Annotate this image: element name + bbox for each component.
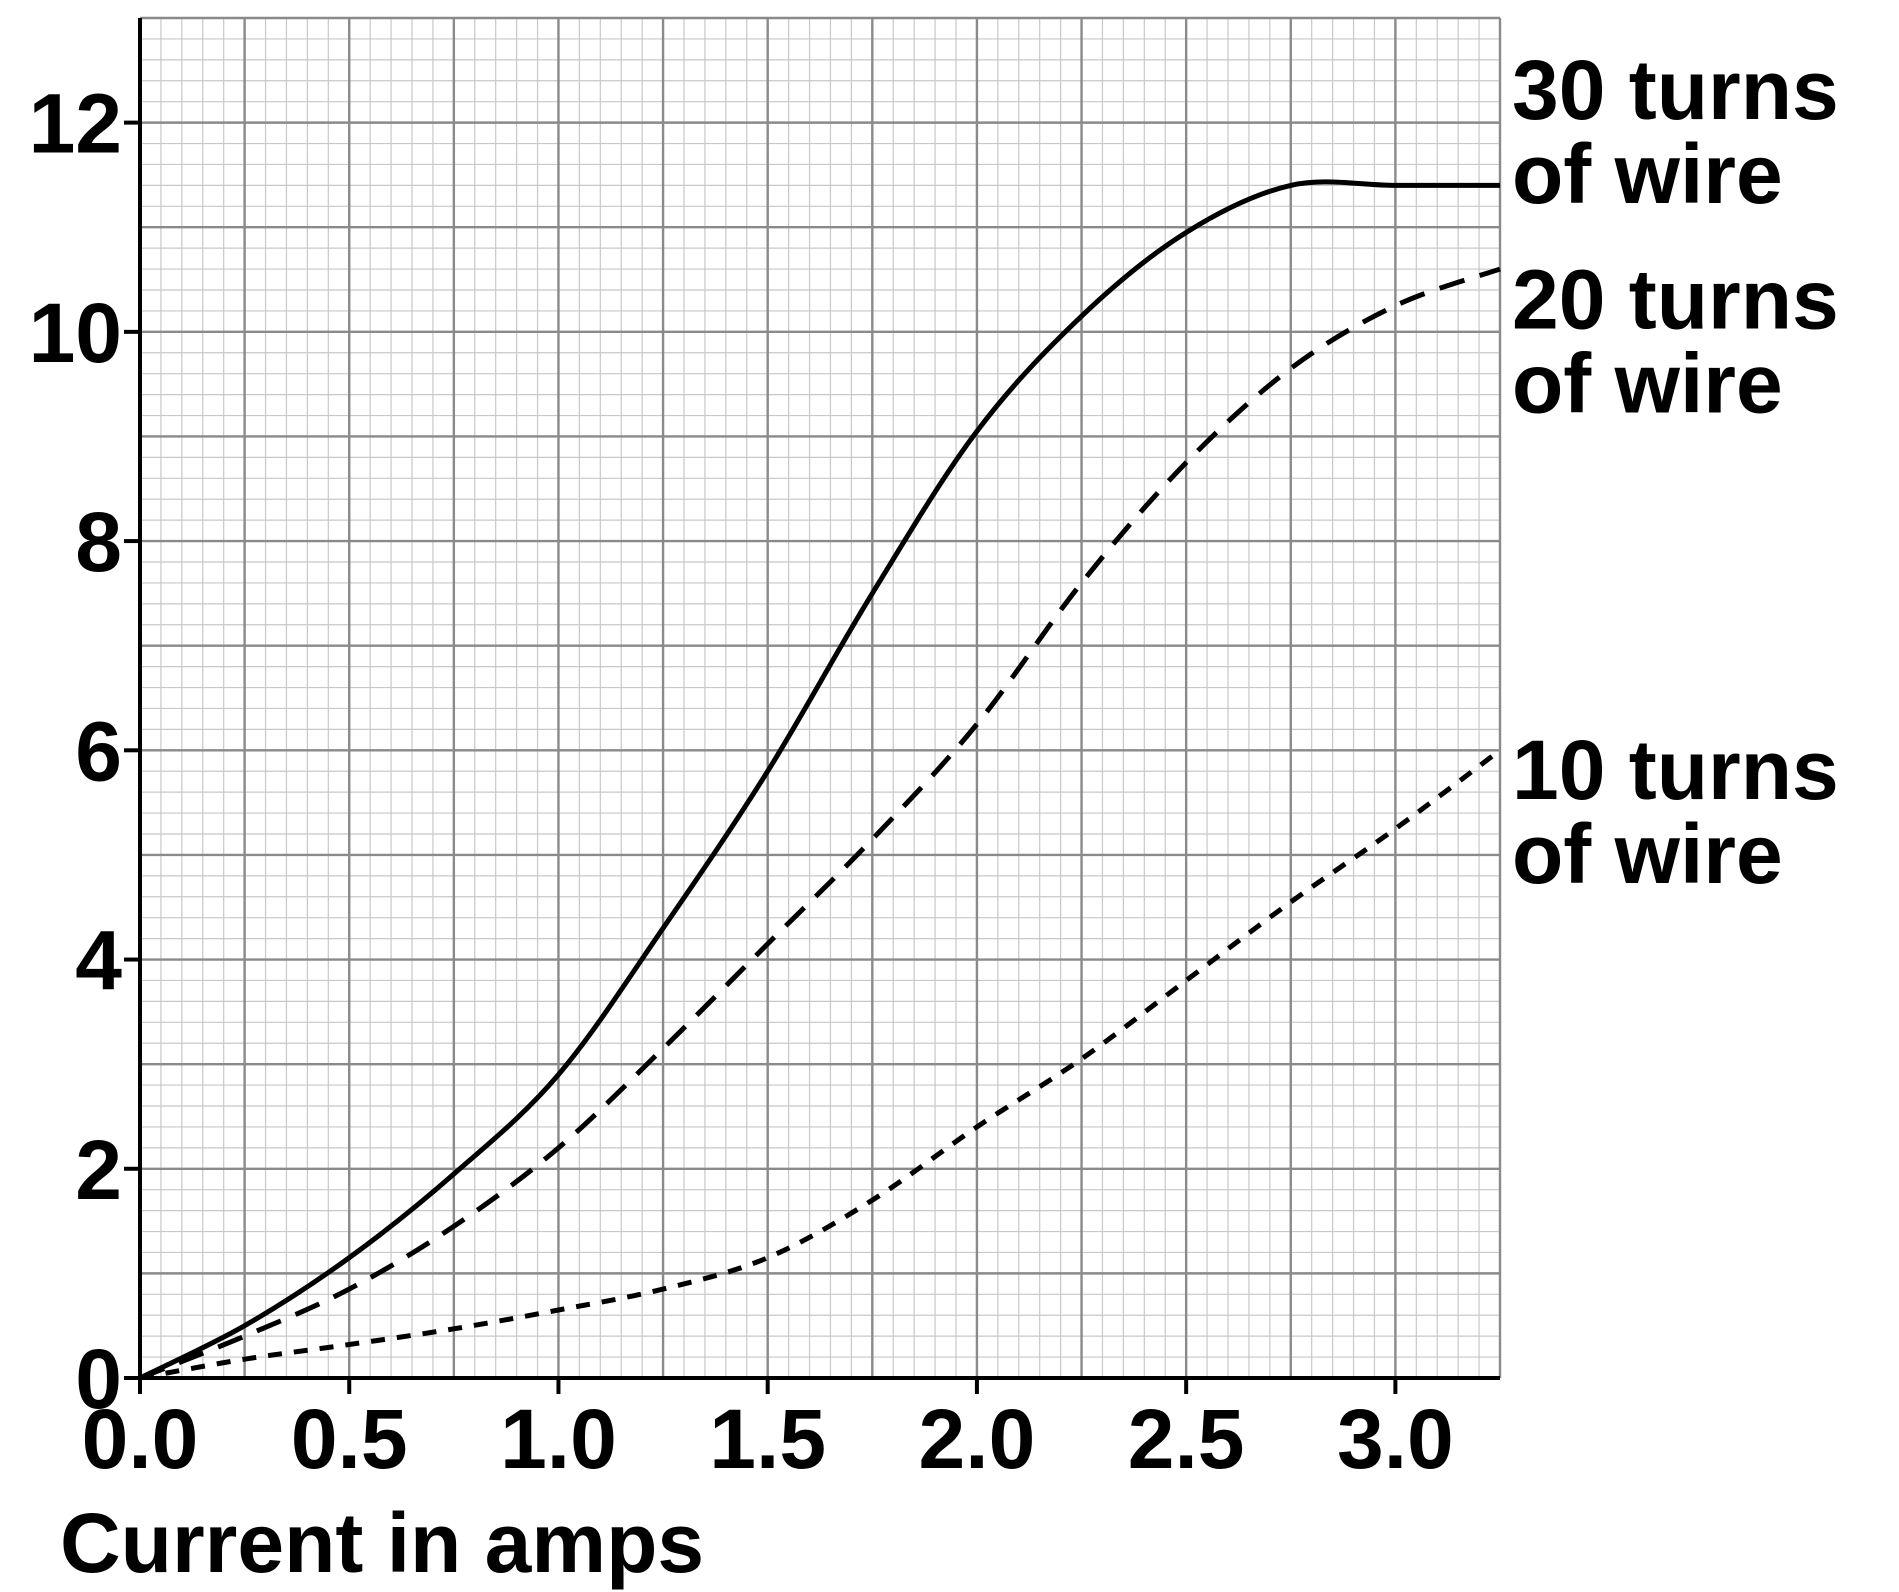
major-grid (138, 16, 1502, 1380)
x-tick-label: 2.5 (1128, 1392, 1245, 1486)
y-tick-label: 4 (75, 914, 122, 1008)
series-label-line1: 30 turns (1512, 43, 1839, 137)
y-tick-label: 10 (29, 286, 122, 380)
minor-grid (139, 17, 1501, 1379)
x-tick-label: 1.5 (709, 1392, 826, 1486)
series-line-2 (139, 266, 1501, 1381)
x-tick-labels: 0.0 0.5 1.0 1.5 2.0 2.5 3.0 (82, 1392, 1454, 1486)
series-lines (138, 179, 1502, 1381)
series-label-line2: of wire (1512, 336, 1783, 430)
series-label-line1: 10 turns (1512, 723, 1839, 817)
y-tick-label: 0 (75, 1332, 122, 1426)
y-tick-label: 6 (75, 704, 122, 798)
series-line-1 (138, 179, 1500, 1381)
y-tick-label: 12 (29, 77, 122, 171)
axes (124, 18, 1500, 1394)
series-label-line2: of wire (1512, 807, 1783, 901)
x-tick-label: 0.5 (291, 1392, 408, 1486)
y-tick-label: 8 (75, 495, 122, 589)
series-label-line1: 20 turns (1512, 252, 1839, 346)
x-tick-label: 3.0 (1337, 1392, 1454, 1486)
x-axis-title: Current in amps (60, 1496, 704, 1590)
x-tick-label: 0.0 (82, 1392, 199, 1486)
series-label-line2: of wire (1512, 127, 1783, 221)
x-tick-label: 1.0 (500, 1392, 617, 1486)
x-tick-label: 2.0 (919, 1392, 1036, 1486)
y-tick-labels: 0 2 4 6 8 10 12 (29, 77, 123, 1426)
series-line-3 (139, 748, 1502, 1381)
y-tick-label: 2 (75, 1123, 122, 1217)
